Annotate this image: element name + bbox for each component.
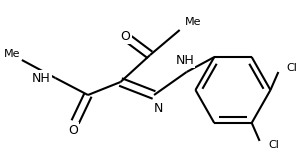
Text: Cl: Cl <box>287 63 298 73</box>
Text: Cl: Cl <box>268 140 279 150</box>
Text: O: O <box>68 124 78 136</box>
Text: Me: Me <box>185 17 201 27</box>
Text: NH: NH <box>175 54 194 67</box>
Text: Me: Me <box>3 49 20 59</box>
Text: N: N <box>153 103 163 116</box>
Text: NH: NH <box>32 71 50 84</box>
Text: O: O <box>120 30 130 43</box>
